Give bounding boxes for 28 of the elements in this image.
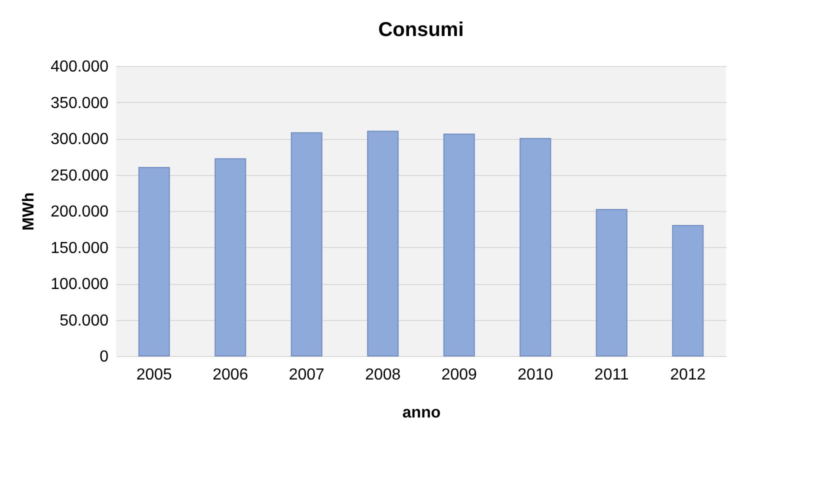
bar bbox=[672, 225, 704, 356]
x-tick-label: 2007 bbox=[288, 366, 325, 384]
x-tick-label: 2008 bbox=[365, 366, 401, 384]
x-tick-label: 2010 bbox=[518, 366, 554, 384]
y-tick-label: 400.000 bbox=[50, 58, 109, 76]
x-tick-label: 2006 bbox=[212, 366, 248, 384]
y-tick-label: 200.000 bbox=[50, 204, 109, 220]
bar bbox=[367, 130, 399, 356]
y-tick-label: 250.000 bbox=[50, 167, 109, 184]
y-tick-label: 100.000 bbox=[50, 276, 109, 293]
chart-title: Consumi bbox=[378, 19, 464, 41]
x-tick-label: 2005 bbox=[136, 366, 172, 384]
y-axis-title: MWh bbox=[20, 192, 38, 231]
x-tick-label: 2011 bbox=[594, 366, 629, 384]
bar bbox=[214, 158, 246, 356]
bar bbox=[520, 138, 552, 356]
bar bbox=[443, 134, 475, 356]
y-tick-label: 150.000 bbox=[50, 240, 109, 257]
bar bbox=[290, 132, 322, 356]
y-tick-label: 300.000 bbox=[50, 131, 109, 148]
x-axis-title: anno bbox=[402, 404, 441, 422]
y-tick-label: 350.000 bbox=[50, 94, 109, 112]
y-tick-label: 50.000 bbox=[60, 312, 109, 330]
x-tick-label: 2009 bbox=[441, 366, 478, 384]
x-tick-label: 2012 bbox=[670, 366, 706, 384]
y-tick-label: 0 bbox=[100, 348, 109, 366]
bar bbox=[596, 209, 628, 356]
bar bbox=[138, 167, 170, 356]
